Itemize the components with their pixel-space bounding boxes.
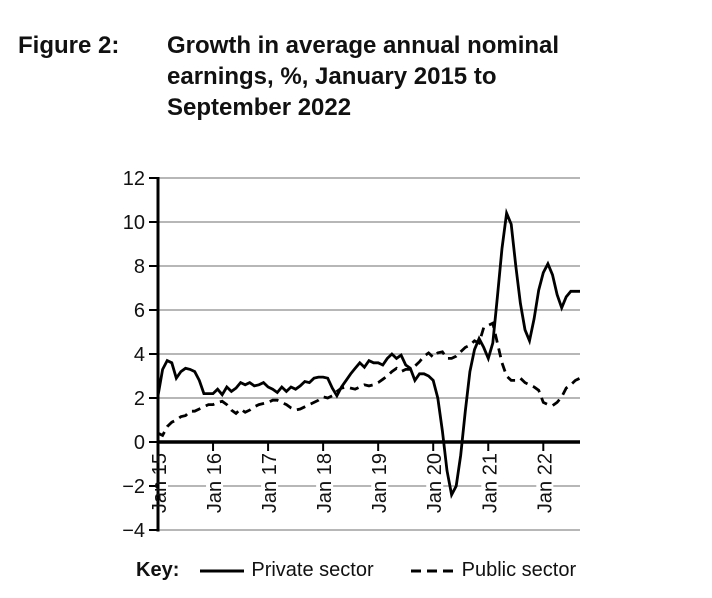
x-tick-label: Jan 21: [479, 453, 501, 513]
key-entry-private: Private sector: [199, 559, 374, 582]
y-tick-label: 6: [134, 300, 145, 322]
figure-title: Growth in average annual nominal earnings…: [167, 30, 597, 123]
x-tick-label: Jan 17: [259, 453, 281, 513]
x-label-backplate: [316, 452, 334, 528]
y-tick-label: 10: [123, 212, 145, 234]
figure-title-line: earnings, %, January 2015 to: [167, 63, 497, 90]
y-tick-label: −2: [122, 476, 145, 498]
key-entry-public-label: Public sector: [461, 559, 577, 581]
x-tick-label: Jan 16: [204, 453, 226, 513]
x-tick-label: Jan 19: [369, 453, 391, 513]
y-tick-label: 4: [134, 344, 145, 366]
figure-title-line: September 2022: [167, 94, 352, 121]
private-line-sample: [200, 569, 245, 572]
x-label-backplate: [536, 452, 554, 528]
key-entry-private-label: Private sector: [251, 559, 374, 581]
x-label-backplate: [206, 452, 224, 528]
y-tick-label: 12: [123, 168, 145, 190]
x-label-backplate: [371, 452, 389, 528]
x-label-backplate: [261, 452, 279, 528]
series-private-sector: [156, 207, 580, 500]
series-public-sector: [157, 321, 581, 438]
public-line-sample: [410, 569, 455, 572]
key-entry-public: Public sector: [410, 559, 577, 582]
key-label: Key:: [136, 559, 180, 581]
figure-heading: Figure 2: Growth in average annual nomin…: [18, 30, 597, 123]
y-tick-label: 8: [134, 256, 145, 278]
y-tick-label: 0: [134, 432, 145, 454]
x-label-backplate: [481, 452, 499, 528]
y-tick-label: −4: [122, 520, 145, 542]
x-tick-label: Jan 22: [534, 453, 556, 513]
y-tick-label: 2: [134, 388, 145, 410]
x-label-backplate: [426, 452, 444, 528]
figure-label: Figure 2:: [18, 32, 120, 59]
chart-key: Key: Private sector Public sector: [136, 559, 576, 582]
x-tick-label: Jan 20: [424, 453, 446, 513]
x-tick-label: Jan 18: [314, 453, 336, 513]
figure-title-line: Growth in average annual nominal: [167, 32, 560, 59]
x-tick-label: Jan 15: [149, 453, 171, 513]
